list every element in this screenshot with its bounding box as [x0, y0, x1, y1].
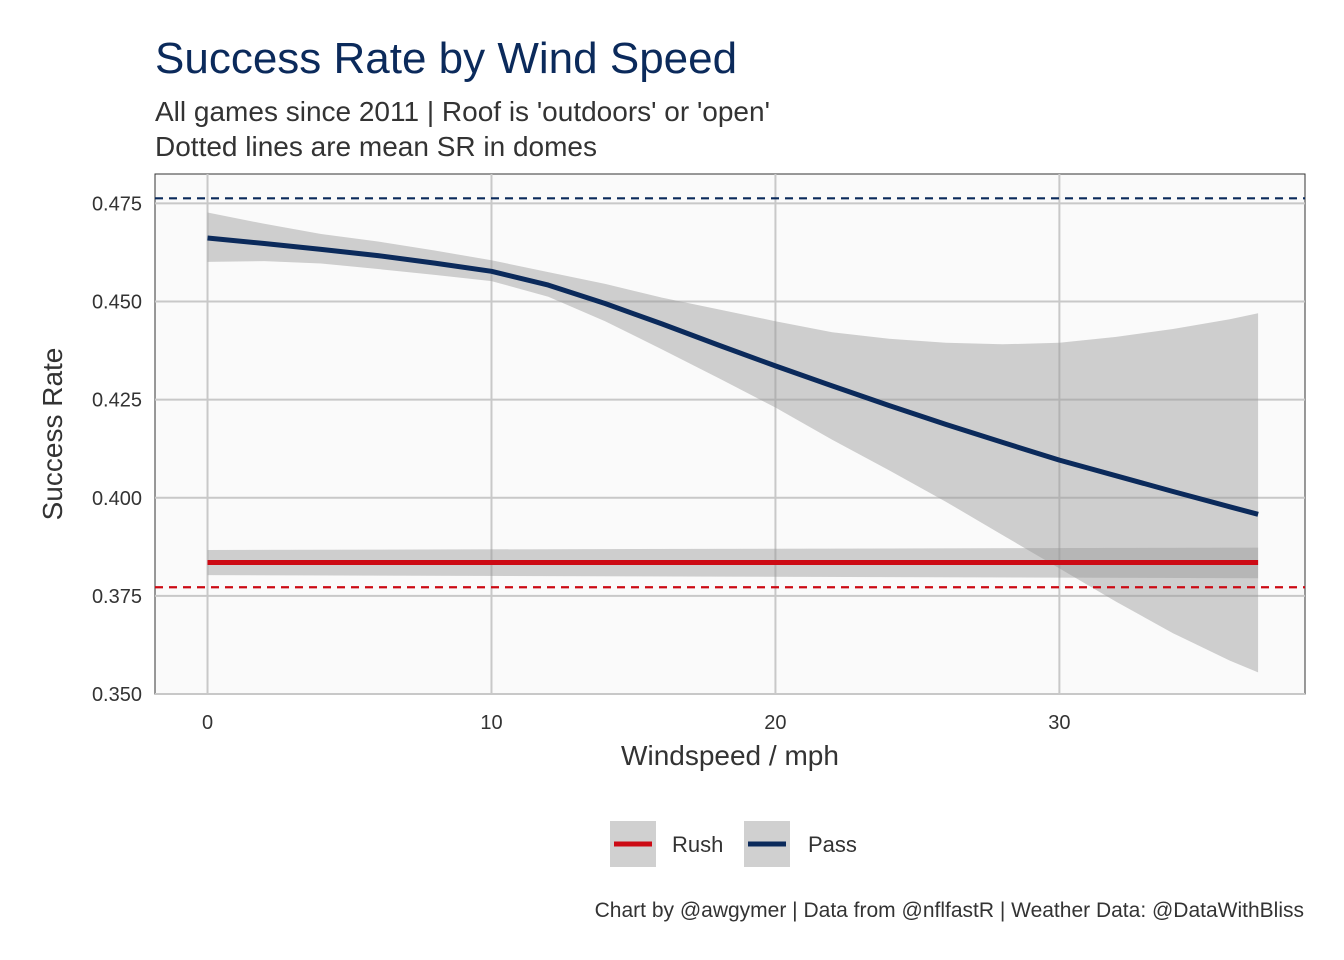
y-tick-label: 0.350 [92, 684, 142, 706]
x-tick-label: 20 [764, 712, 786, 734]
chart-title: Success Rate by Wind Speed [155, 34, 737, 83]
y-axis-title: Success Rate [37, 348, 68, 521]
x-tick-label: 10 [480, 712, 502, 734]
y-tick-label: 0.475 [92, 193, 142, 215]
x-tick-label: 0 [202, 712, 213, 734]
legend: Rush Pass [610, 821, 857, 867]
x-tick-label: 30 [1048, 712, 1070, 734]
gridlines [155, 174, 1305, 695]
chart-subtitle-line-1: All games since 2011 | Roof is 'outdoors… [155, 96, 770, 127]
pass-confidence-band [207, 212, 1259, 673]
x-axis-ticks: 0 10 20 30 [202, 712, 1071, 734]
chart-subtitle-line-2: Dotted lines are mean SR in domes [155, 131, 597, 162]
y-tick-label: 0.425 [92, 390, 142, 412]
plot-panel [154, 173, 1306, 695]
y-tick-label: 0.450 [92, 292, 142, 314]
chart-caption: Chart by @awgymer | Data from @nflfastR … [595, 899, 1304, 922]
x-axis-title: Windspeed / mph [621, 740, 839, 771]
legend-label-pass: Pass [808, 832, 857, 857]
legend-label-rush: Rush [672, 832, 723, 857]
y-tick-label: 0.375 [92, 586, 142, 608]
y-axis-ticks: 0.350 0.375 0.400 0.425 0.450 0.475 [92, 193, 142, 706]
pass-trend-line [207, 235, 1259, 517]
dome-mean-lines [155, 197, 1305, 589]
series-lines [207, 235, 1259, 565]
y-tick-label: 0.400 [92, 488, 142, 510]
